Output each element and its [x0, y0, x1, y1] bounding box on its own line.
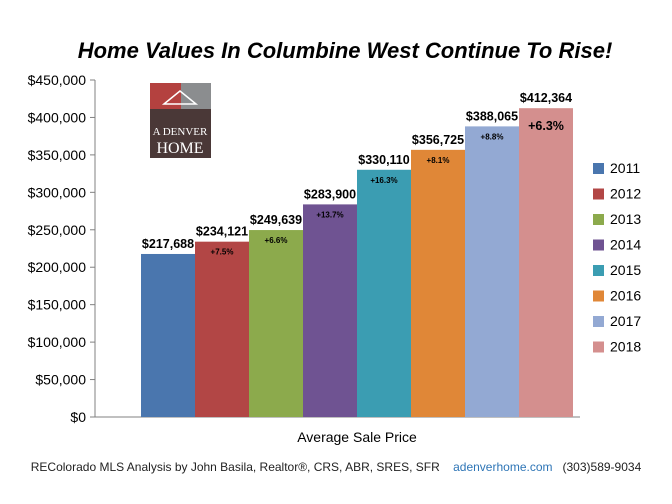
value-label-2017: $388,065 [466, 109, 518, 123]
change-label-2014: +13.7% [316, 210, 343, 219]
y-tick-label: $50,000 [35, 372, 86, 388]
y-ticks: $0 $50,000 $100,000 $150,000 $200,000 $250,00… [28, 72, 95, 425]
footer-analysis: REColorado MLS Analysis by John Basila, … [30, 460, 440, 474]
legend-swatch-2014 [593, 239, 604, 251]
legend-swatch-2016 [593, 290, 604, 302]
bar-2012 [195, 241, 249, 417]
bar-2011 [141, 253, 195, 417]
bar-2013 [249, 230, 303, 417]
legend-label-2015: 2015 [610, 262, 641, 278]
y-tick-label: $400,000 [28, 109, 87, 125]
change-label-2015: +16.3% [370, 176, 397, 185]
value-label-2015: $330,110 [358, 153, 409, 167]
logo-roof-left [150, 83, 181, 109]
legend-label-2011: 2011 [610, 160, 640, 176]
bar-2015 [357, 169, 411, 417]
legend-label-2013: 2013 [610, 211, 641, 227]
logo-body [150, 109, 211, 158]
value-label-2016: $356,725 [412, 133, 464, 147]
legend-label-2018: 2018 [610, 339, 641, 355]
y-axis: $0 $50,000 $100,000 $150,000 $200,000 $250,00… [28, 72, 96, 425]
legend-label-2016: 2016 [610, 288, 641, 304]
legend: 2011 2012 2013 2014 2015 2016 2017 2018 [593, 160, 641, 355]
y-tick-label: $450,000 [28, 72, 87, 88]
bar-2017 [465, 126, 519, 417]
change-label-2017: +8.8% [481, 132, 504, 141]
footer-phone: (303)589-9034 [562, 460, 642, 474]
chart: Home Values In Columbine West Continue T… [28, 38, 642, 445]
bar-2018 [519, 108, 573, 417]
legend-label-2017: 2017 [610, 313, 641, 329]
legend-swatch-2011 [593, 163, 604, 174]
bar-2014 [303, 204, 357, 417]
logo-roof-shape [161, 90, 199, 105]
legend-swatch-2012 [593, 188, 604, 200]
y-tick-label: $350,000 [28, 147, 87, 163]
y-tick-label: $0 [70, 409, 86, 425]
bars [141, 108, 573, 418]
footer-website-link[interactable]: adenverhome.com [453, 460, 553, 474]
value-label-2013: $249,639 [250, 213, 302, 227]
legend-label-2012: 2012 [610, 186, 641, 202]
y-tick-label: $300,000 [28, 184, 87, 200]
logo-line1: A DENVER [153, 126, 208, 138]
legend-swatch-2017 [593, 316, 604, 327]
change-label-2013: +6.6% [265, 236, 288, 245]
y-tick-label: $200,000 [28, 259, 87, 275]
x-axis-label: Average Sale Price [297, 429, 417, 445]
legend-label-2014: 2014 [610, 237, 641, 253]
data-labels: $217,688$234,121 +7.5% $249,639 +6.6% $283,9… [142, 91, 572, 256]
change-label-2016: +8.1% [427, 156, 450, 165]
value-label-2012: $234,121 [196, 225, 248, 239]
legend-swatch-2013 [593, 214, 604, 225]
logo: A DENVER HOME [150, 83, 211, 158]
legend-swatch-2018 [593, 341, 604, 353]
change-label-2012: +7.5% [211, 248, 234, 257]
y-tick-label: $250,000 [28, 222, 87, 238]
y-tick-label: $150,000 [28, 297, 87, 313]
legend-swatch-2015 [593, 265, 604, 276]
chart-title: Home Values In Columbine West Continue T… [78, 38, 613, 63]
logo-line2: HOME [156, 140, 203, 157]
value-label-2018: $412,364 [520, 91, 572, 105]
bar-2016 [411, 149, 465, 418]
value-label-2011: $217,688 [142, 237, 194, 251]
value-label-2014: $283,900 [304, 187, 356, 201]
footer: REColorado MLS Analysis by John Basila, … [0, 460, 672, 474]
change-label-2018: +6.3% [528, 119, 564, 133]
y-tick-label: $100,000 [28, 334, 87, 350]
